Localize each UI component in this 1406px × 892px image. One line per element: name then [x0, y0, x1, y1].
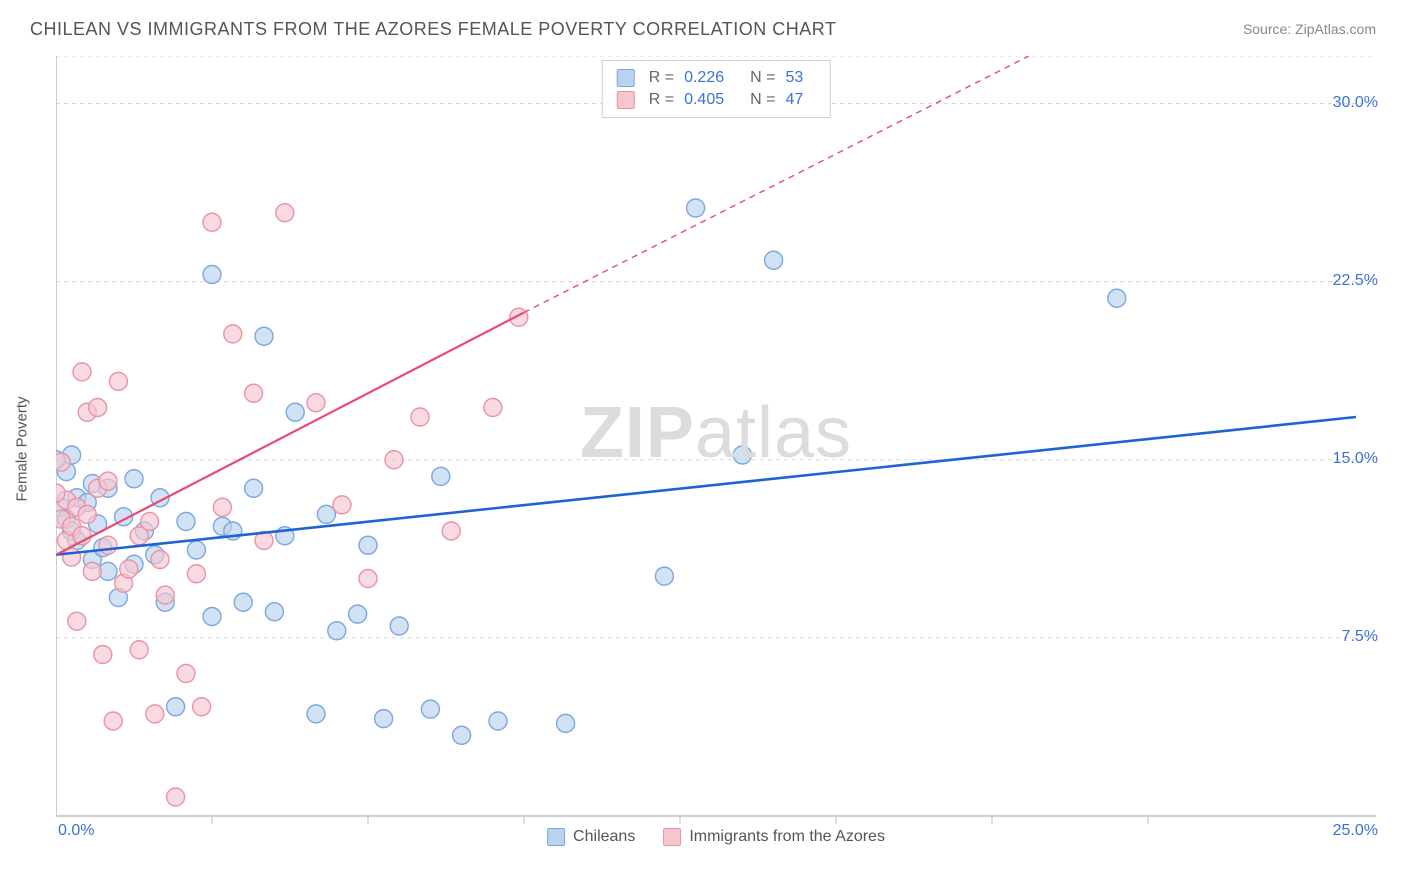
- n-value: 53: [785, 69, 803, 87]
- series-legend: Chileans Immigrants from the Azores: [547, 828, 885, 846]
- y-tick-label: 7.5%: [1342, 628, 1378, 646]
- n-label: N =: [750, 91, 775, 109]
- r-label: R =: [649, 91, 674, 109]
- series-legend-item: Immigrants from the Azores: [663, 828, 885, 846]
- legend-swatch: [663, 828, 681, 846]
- stats-legend-row: R = 0.226 N = 53: [617, 67, 816, 89]
- stats-legend: R = 0.226 N = 53 R = 0.405 N = 47: [602, 60, 831, 118]
- legend-swatch: [617, 69, 635, 87]
- chart-header: CHILEAN VS IMMIGRANTS FROM THE AZORES FE…: [0, 0, 1406, 48]
- y-tick-label: 15.0%: [1333, 450, 1378, 468]
- r-value: 0.226: [684, 69, 724, 87]
- y-tick-label: 22.5%: [1333, 272, 1378, 290]
- n-value: 47: [785, 91, 803, 109]
- source-prefix: Source:: [1243, 21, 1295, 37]
- r-label: R =: [649, 69, 674, 87]
- x-tick-label: 0.0%: [58, 822, 94, 840]
- source-name: ZipAtlas.com: [1295, 21, 1376, 37]
- y-axis-label: Female Poverty: [14, 396, 31, 501]
- n-label: N =: [750, 69, 775, 87]
- chart-area: Female Poverty ZIPatlas R =0.226N =53R =…: [56, 56, 1376, 842]
- scatter-plot: [56, 56, 1376, 842]
- chart-title: CHILEAN VS IMMIGRANTS FROM THE AZORES FE…: [30, 19, 836, 40]
- y-tick-label: 30.0%: [1333, 94, 1378, 112]
- series-legend-item: Chileans: [547, 828, 635, 846]
- legend-swatch: [547, 828, 565, 846]
- x-tick-label: 25.0%: [1333, 822, 1378, 840]
- stats-legend-row: R = 0.405 N = 47: [617, 89, 816, 111]
- legend-swatch: [617, 91, 635, 109]
- source-attribution: Source: ZipAtlas.com: [1243, 21, 1376, 37]
- series-label: Chileans: [573, 828, 635, 846]
- series-label: Immigrants from the Azores: [689, 828, 885, 846]
- r-value: 0.405: [684, 91, 724, 109]
